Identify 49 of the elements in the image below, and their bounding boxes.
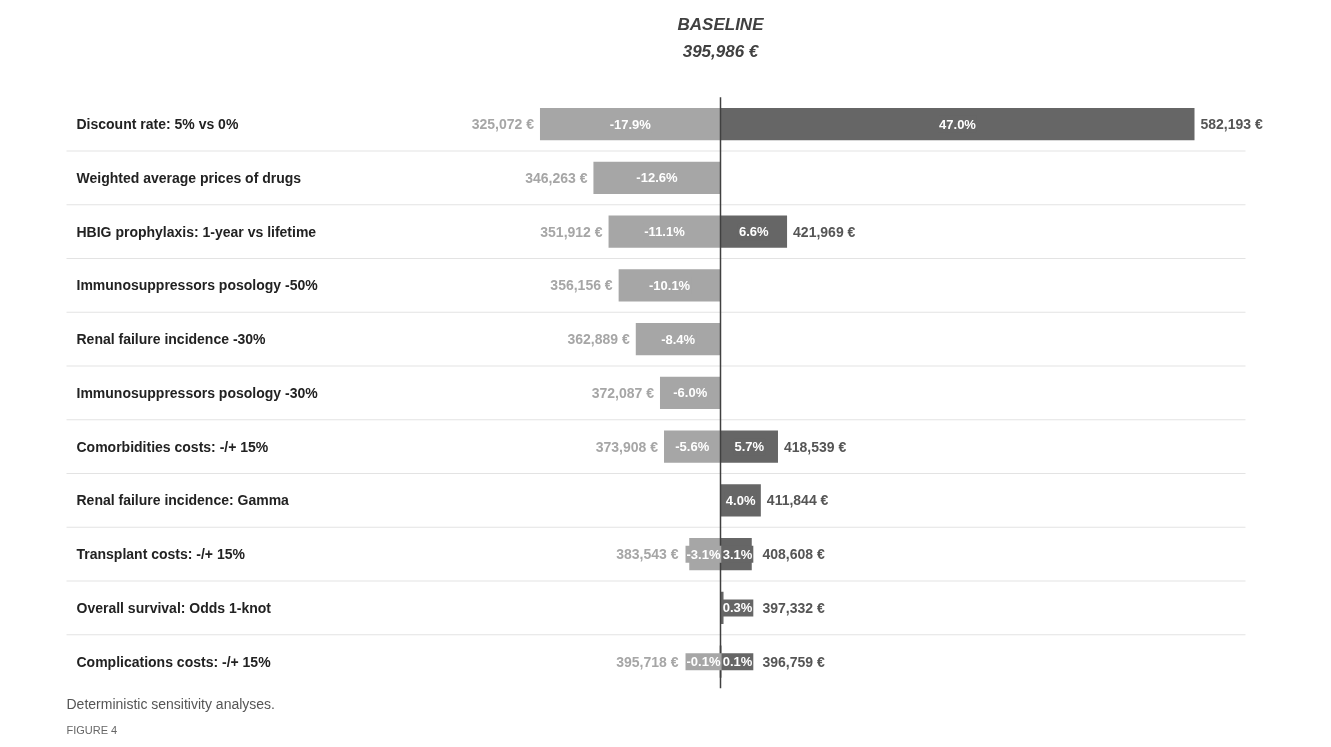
data-label: 0.1% — [722, 654, 753, 670]
annotation: 397,332 € — [762, 599, 825, 616]
data-label: -10.1% — [648, 277, 691, 293]
data-label: -3.1% — [686, 546, 721, 562]
annotation: 373,908 € — [595, 438, 659, 455]
annotation: 346,263 € — [525, 169, 588, 186]
data-label: -8.4% — [661, 331, 696, 347]
annotation: 383,543 € — [616, 546, 679, 563]
data-label: -6.0% — [673, 385, 708, 401]
y-tick-label: Immunosuppressors posology -30% — [76, 384, 319, 401]
data-label: 4.0% — [725, 492, 756, 508]
y-tick-label: HBIG prophylaxis: 1-year vs lifetime — [76, 223, 317, 240]
data-label: -11.1% — [644, 224, 686, 240]
y-tick-label: Transplant costs: -/+ 15% — [76, 546, 246, 563]
data-label: -17.9% — [609, 116, 652, 132]
data-label: 6.6% — [738, 224, 770, 240]
y-tick-label: Immunosuppressors posology -50% — [76, 277, 319, 294]
y-tick-label: Weighted average prices of drugs — [76, 169, 302, 186]
annotation: 582,193 € — [1200, 116, 1263, 133]
ref-line-label: BASELINE — [677, 15, 765, 35]
y-tick-label: Discount rate: 5% vs 0% — [76, 116, 239, 133]
data-label: -12.6% — [636, 170, 678, 186]
annotation: 396,759 € — [762, 653, 825, 670]
bar — [720, 108, 1195, 141]
y-tick-label: Renal failure incidence: Gamma — [76, 492, 290, 509]
annotation: 421,969 € — [793, 223, 856, 240]
annotation: 418,539 € — [783, 438, 847, 455]
annotation: 351,912 € — [540, 223, 603, 240]
annotation: 411,844 € — [766, 492, 829, 509]
text: 395,986 € — [682, 42, 760, 62]
y-tick-label: Comorbidities costs: -/+ 15% — [76, 438, 269, 455]
text: Deterministic sensitivity analyses. — [66, 695, 276, 712]
annotation: 408,608 € — [762, 546, 825, 563]
bar — [539, 108, 721, 141]
annotation: 395,718 € — [616, 653, 679, 670]
data-label: -5.6% — [675, 439, 710, 455]
data-label: 0.3% — [722, 600, 753, 616]
data-label: 5.7% — [734, 439, 765, 455]
annotation: 362,889 € — [567, 331, 630, 348]
data-label: 3.1% — [722, 546, 753, 562]
y-tick-label: Overall survival: Odds 1-knot — [76, 599, 272, 616]
annotation: 356,156 € — [550, 277, 613, 294]
data-label: 47.0% — [939, 116, 977, 132]
annotation: 325,072 € — [471, 116, 535, 133]
data-label: -0.1% — [686, 654, 721, 670]
y-tick-label: Complications costs: -/+ 15% — [76, 653, 272, 670]
y-tick-label: Renal failure incidence -30% — [76, 331, 267, 348]
annotation: 372,087 € — [591, 384, 655, 401]
caption: FIGURE 4 — [66, 723, 118, 736]
